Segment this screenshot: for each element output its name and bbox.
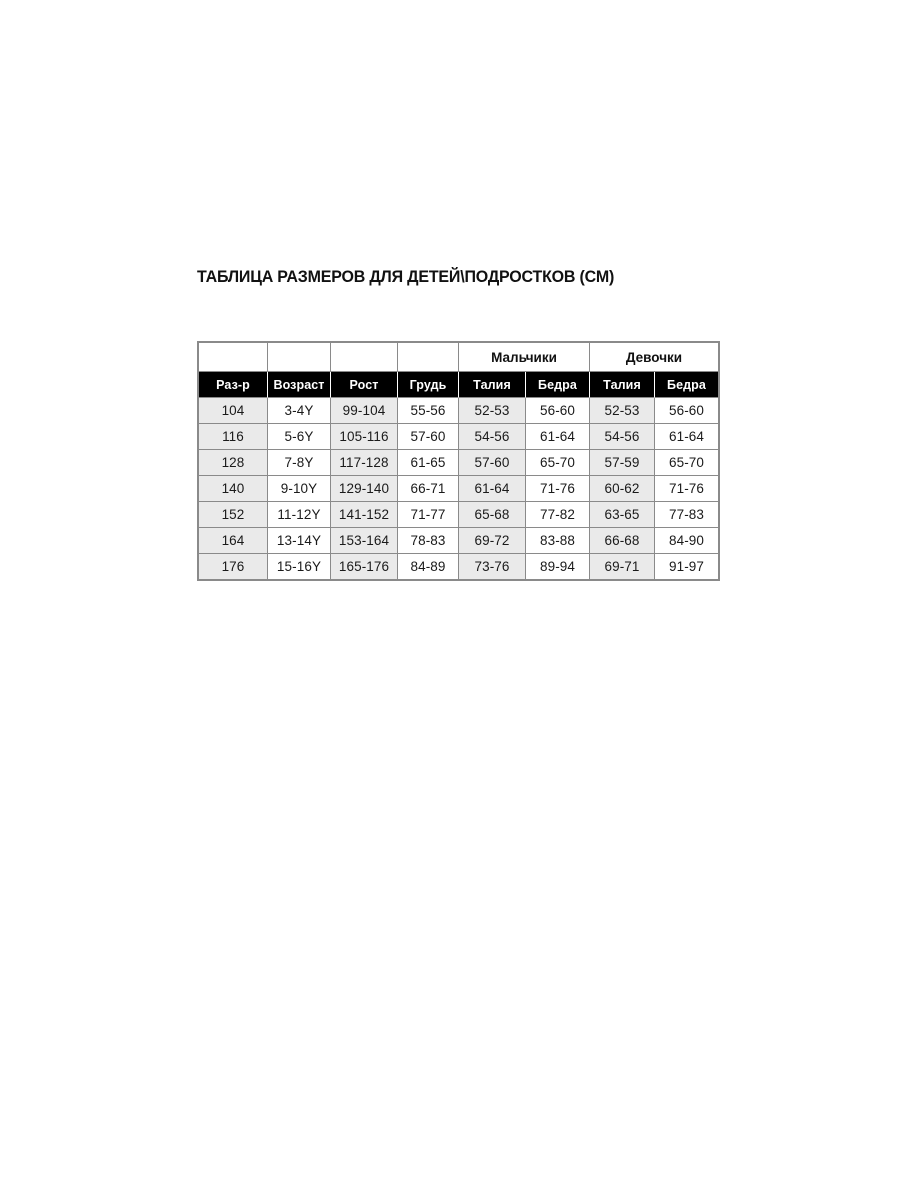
column-header-4: Грудь [398,372,459,398]
table-column-header-row: Раз-р Возраст Рост Грудь Талия Бедра Талия Бедр… [199,372,718,398]
table-cell-r1-c3: 99-104 [331,398,398,424]
table-cell-r3-c6: 65-70 [526,450,590,476]
table-cell-r6-c1: 164 [199,528,268,554]
column-header-7: Талия [590,372,655,398]
table-cell-r1-c1: 104 [199,398,268,424]
table-cell-r1-c2: 3-4Y [268,398,331,424]
column-header-6: Бедра [526,372,590,398]
table-cell-r4-c6: 71-76 [526,476,590,502]
group-header-blank-2 [268,343,331,372]
table-cell-r4-c5: 61-64 [459,476,526,502]
group-header-девочки: Девочки [590,343,718,372]
table-cell-r2-c6: 61-64 [526,424,590,450]
table-cell-r4-c8: 71-76 [655,476,718,502]
table-row: 176 15-16Y 165-176 84-89 73-76 89-94 69-71 91-9… [199,554,718,579]
table-cell-r3-c1: 128 [199,450,268,476]
page-title: ТАБЛИЦА РАЗМЕРОВ ДЛЯ ДЕТЕЙ\ПОДРОСТКОВ (С… [197,268,615,286]
table-cell-r6-c4: 78-83 [398,528,459,554]
table-row: 116 5-6Y 105-116 57-60 54-56 61-64 54-56 61-64 [199,424,718,450]
table-cell-r3-c3: 117-128 [331,450,398,476]
column-header-8: Бедра [655,372,718,398]
table-cell-r2-c5: 54-56 [459,424,526,450]
table-cell-r4-c3: 129-140 [331,476,398,502]
table-cell-r7-c1: 176 [199,554,268,579]
table-cell-r4-c7: 60-62 [590,476,655,502]
table-cell-r1-c5: 52-53 [459,398,526,424]
table-row: 164 13-14Y 153-164 78-83 69-72 83-88 66-68 84-9… [199,528,718,554]
table-cell-r2-c4: 57-60 [398,424,459,450]
table-cell-r7-c5: 73-76 [459,554,526,579]
column-header-1: Раз-р [199,372,268,398]
table-cell-r1-c7: 52-53 [590,398,655,424]
table-cell-r2-c3: 105-116 [331,424,398,450]
table-cell-r5-c7: 63-65 [590,502,655,528]
table-cell-r5-c8: 77-83 [655,502,718,528]
group-header-blank-4 [398,343,459,372]
table-cell-r3-c2: 7-8Y [268,450,331,476]
table-cell-r7-c7: 69-71 [590,554,655,579]
table-cell-r2-c1: 116 [199,424,268,450]
table-cell-r1-c6: 56-60 [526,398,590,424]
table-cell-r5-c2: 11-12Y [268,502,331,528]
table-cell-r7-c6: 89-94 [526,554,590,579]
table-row: 128 7-8Y 117-128 61-65 57-60 65-70 57-59 65-70 [199,450,718,476]
table-cell-r1-c8: 56-60 [655,398,718,424]
table-cell-r3-c5: 57-60 [459,450,526,476]
table-cell-r6-c5: 69-72 [459,528,526,554]
table-cell-r5-c1: 152 [199,502,268,528]
table-cell-r3-c7: 57-59 [590,450,655,476]
group-header-blank-1 [199,343,268,372]
size-table: Мальчики Девочки Раз-р Возраст Рост Грудь Тали… [197,341,720,581]
table-group-header-row: Мальчики Девочки [199,343,718,372]
column-header-5: Талия [459,372,526,398]
group-header-blank-3 [331,343,398,372]
size-table-container: Мальчики Девочки Раз-р Возраст Рост Грудь Тали… [197,341,720,581]
table-cell-r1-c4: 55-56 [398,398,459,424]
table-cell-r6-c6: 83-88 [526,528,590,554]
table-cell-r5-c4: 71-77 [398,502,459,528]
table-cell-r7-c8: 91-97 [655,554,718,579]
table-cell-r4-c1: 140 [199,476,268,502]
table-cell-r5-c6: 77-82 [526,502,590,528]
table-cell-r7-c2: 15-16Y [268,554,331,579]
table-cell-r7-c4: 84-89 [398,554,459,579]
table-cell-r3-c8: 65-70 [655,450,718,476]
table-cell-r6-c8: 84-90 [655,528,718,554]
table-cell-r2-c2: 5-6Y [268,424,331,450]
column-header-2: Возраст [268,372,331,398]
table-row: 104 3-4Y 99-104 55-56 52-53 56-60 52-53 56-60 [199,398,718,424]
table-cell-r6-c2: 13-14Y [268,528,331,554]
table-cell-r4-c2: 9-10Y [268,476,331,502]
table-cell-r2-c8: 61-64 [655,424,718,450]
table-cell-r7-c3: 165-176 [331,554,398,579]
table-cell-r5-c5: 65-68 [459,502,526,528]
table-cell-r3-c4: 61-65 [398,450,459,476]
table-cell-r6-c3: 153-164 [331,528,398,554]
table-row: 140 9-10Y 129-140 66-71 61-64 71-76 60-62 71-76 [199,476,718,502]
column-header-3: Рост [331,372,398,398]
table-cell-r6-c7: 66-68 [590,528,655,554]
group-header-мальчики: Мальчики [459,343,590,372]
table-cell-r5-c3: 141-152 [331,502,398,528]
table-cell-r2-c7: 54-56 [590,424,655,450]
table-row: 152 11-12Y 141-152 71-77 65-68 77-82 63-65 77-8… [199,502,718,528]
table-cell-r4-c4: 66-71 [398,476,459,502]
